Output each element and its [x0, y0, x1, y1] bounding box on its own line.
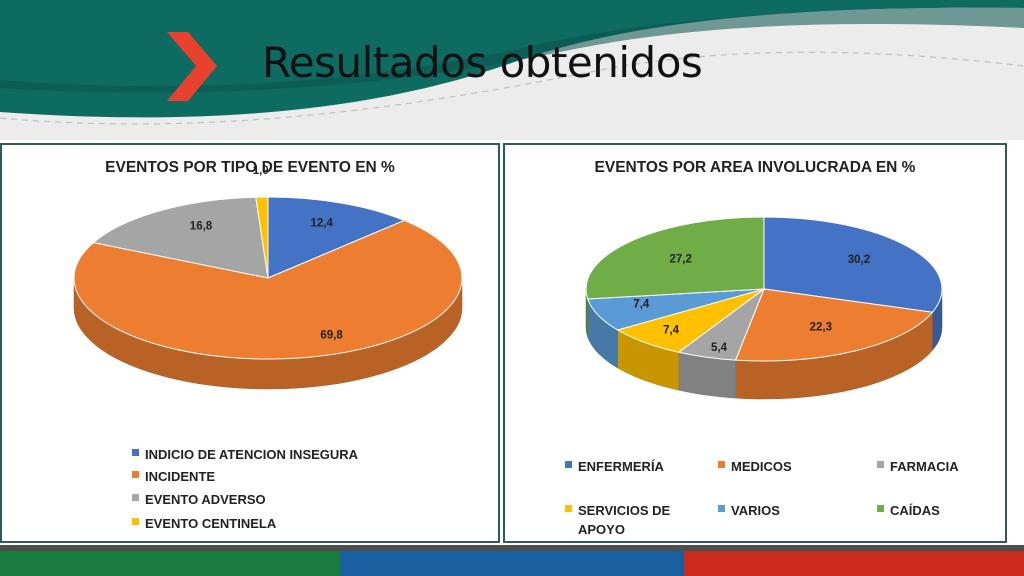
legend-item-evento-centinela: EVENTO CENTINELA: [132, 514, 276, 533]
data-label-medicos: 22,3: [810, 321, 832, 333]
data-label-servicios-de-apoyo: 7,4: [663, 325, 680, 337]
pie-chart-area: 30,2 22,3 5,4 7,4 7,4 27,2: [585, 216, 943, 400]
slice-caidas: [585, 216, 765, 300]
legend-item-servicios-de-apoyo: SERVICIOS DE APOYO: [565, 501, 685, 539]
legend-swatch: [565, 505, 572, 512]
legend-item-medicos: MEDICOS: [718, 457, 792, 476]
legend-label: MEDICOS: [731, 459, 792, 474]
slice-indicio-de-atencion-insegura: [267, 196, 406, 279]
legend-label: EVENTO ADVERSO: [145, 492, 266, 507]
legend-label: EVENTO CENTINELA: [145, 516, 277, 531]
legend-item-enfermeria: ENFERMERÍA: [565, 457, 664, 476]
legend-label: SERVICIOS DE APOYO: [578, 503, 671, 537]
legend-item-evento-adverso: EVENTO ADVERSO: [132, 490, 266, 509]
data-label-evento-centinela: 1,0: [253, 165, 269, 177]
chart-title: EVENTOS POR AREA INVOLUCRADA EN %: [594, 159, 916, 176]
legend-label: INCIDENTE: [145, 469, 216, 484]
legend-swatch: [877, 505, 884, 512]
chart-panel-event-type: EVENTOS POR TIPO DE EVENTO EN % 12,4 69,8…: [0, 143, 500, 543]
legend-label: INDICIO DE ATENCION INSEGURA: [145, 447, 359, 462]
page-title: Resultados obtenidos: [262, 38, 703, 87]
legend-swatch: [565, 461, 572, 468]
data-label-varios: 7,4: [633, 298, 650, 310]
data-label-caidas: 27,2: [670, 254, 692, 266]
legend-item-incidente: INCIDENTE: [132, 467, 215, 486]
header-banner: [0, 0, 1024, 140]
data-label-farmacia: 5,4: [711, 342, 728, 354]
footer-band-blue: [340, 551, 684, 576]
footer-divider: [0, 545, 1024, 551]
legend-label: CAÍDAS: [890, 503, 940, 518]
legend-label: FARMACIA: [890, 459, 959, 474]
legend-item-indicio-de-atencion-insegura: INDICIO DE ATENCION INSEGURA: [132, 445, 358, 464]
slice-enfermeria: [763, 216, 943, 313]
slice-evento-centinela: [255, 196, 269, 279]
slice-medicos: [734, 288, 934, 362]
slice-evento-adverso: [92, 196, 269, 279]
data-label-indicio-de-atencion-insegura: 12,4: [311, 218, 334, 230]
legend-swatch: [132, 494, 139, 501]
slice-incidente: [73, 219, 463, 360]
chart-panel-area: EVENTOS POR AREA INVOLUCRADA EN % 30,2 22…: [503, 143, 1007, 543]
legend-swatch: [718, 505, 725, 512]
footer-band-green: [0, 551, 340, 576]
pie-chart-event-type: 12,4 69,8 16,8 1,0: [73, 165, 463, 390]
legend-item-farmacia: FARMACIA: [877, 457, 959, 476]
legend-swatch: [132, 518, 139, 525]
chart-title: EVENTOS POR TIPO DE EVENTO EN %: [105, 159, 395, 176]
data-label-evento-adverso: 16,8: [190, 220, 213, 232]
legend-label: VARIOS: [731, 503, 780, 518]
legend-swatch: [877, 461, 884, 468]
legend-item-caidas: CAÍDAS: [877, 501, 940, 520]
legend-swatch: [132, 449, 139, 456]
legend-swatch: [718, 461, 725, 468]
data-label-enfermeria: 30,2: [848, 254, 870, 266]
data-label-incidente: 69,8: [320, 330, 343, 342]
footer-band-red: [684, 551, 1024, 576]
chevron-right-icon: [167, 32, 217, 101]
legend-label: ENFERMERÍA: [578, 459, 664, 474]
legend-item-varios: VARIOS: [718, 501, 780, 520]
legend-swatch: [132, 471, 139, 478]
